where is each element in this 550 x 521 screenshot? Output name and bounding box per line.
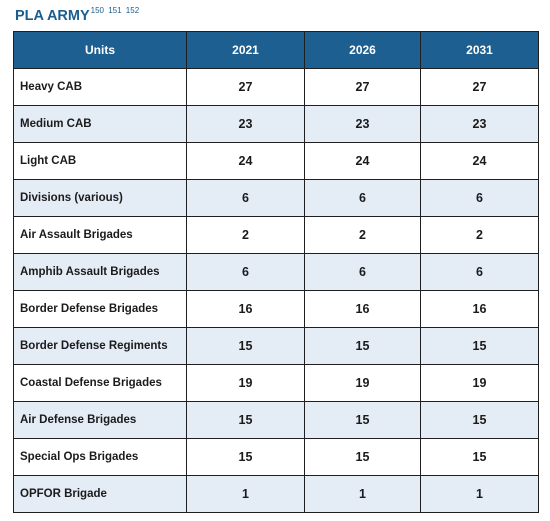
row-label: Light CAB: [13, 142, 187, 180]
cell-value-2031: 19: [420, 364, 539, 402]
table-row: Coastal Defense Brigades 19 19 19: [13, 364, 539, 402]
cell-value-2031: 24: [420, 142, 539, 180]
cell-value-2021: 6: [186, 179, 305, 217]
row-label: Special Ops Brigades: [13, 438, 187, 476]
table-header: Units 2021 2026 2031: [13, 31, 539, 69]
title-text: PLA ARMY: [15, 7, 90, 24]
cell-value-2021: 16: [186, 290, 305, 328]
row-label: Border Defense Brigades: [13, 290, 187, 328]
cell-value-2021: 6: [186, 253, 305, 291]
cell-value-2026: 16: [304, 290, 421, 328]
cell-value-2026: 6: [304, 253, 421, 291]
cell-value-2026: 6: [304, 179, 421, 217]
title-footnote-refs: 150 151 152: [90, 6, 140, 15]
page-title: PLA ARMY150 151 152: [15, 6, 140, 24]
cell-value-2021: 1: [186, 475, 305, 513]
cell-value-2031: 1: [420, 475, 539, 513]
cell-value-2031: 16: [420, 290, 539, 328]
table-row: Light CAB 24 24 24: [13, 142, 539, 180]
cell-value-2021: 15: [186, 401, 305, 439]
cell-value-2031: 23: [420, 105, 539, 143]
table-row: Border Defense Regiments 15 15 15: [13, 327, 539, 365]
table-row: Amphib Assault Brigades 6 6 6: [13, 253, 539, 291]
cell-value-2031: 15: [420, 438, 539, 476]
cell-value-2031: 2: [420, 216, 539, 254]
cell-value-2031: 6: [420, 253, 539, 291]
cell-value-2026: 2: [304, 216, 421, 254]
column-header-units: Units: [13, 31, 187, 69]
cell-value-2031: 15: [420, 327, 539, 365]
table-row: Border Defense Brigades 16 16 16: [13, 290, 539, 328]
cell-value-2026: 23: [304, 105, 421, 143]
pla-army-table: Units 2021 2026 2031 Heavy CAB 27 27 27 Medi…: [13, 31, 539, 513]
cell-value-2026: 15: [304, 401, 421, 439]
cell-value-2021: 15: [186, 327, 305, 365]
row-label: Amphib Assault Brigades: [13, 253, 187, 291]
cell-value-2021: 2: [186, 216, 305, 254]
table-body: Heavy CAB 27 27 27 Medium CAB 23 23 23 Light CAB…: [13, 68, 539, 513]
column-header-2026: 2026: [304, 31, 421, 69]
column-header-2031: 2031: [420, 31, 539, 69]
table-row: Heavy CAB 27 27 27: [13, 68, 539, 106]
row-label: Border Defense Regiments: [13, 327, 187, 365]
cell-value-2026: 27: [304, 68, 421, 106]
row-label: Air Assault Brigades: [13, 216, 187, 254]
cell-value-2031: 27: [420, 68, 539, 106]
cell-value-2021: 27: [186, 68, 305, 106]
cell-value-2021: 24: [186, 142, 305, 180]
cell-value-2021: 15: [186, 438, 305, 476]
cell-value-2021: 19: [186, 364, 305, 402]
table-row: OPFOR Brigade 1 1 1: [13, 475, 539, 513]
table-row: Air Defense Brigades 15 15 15: [13, 401, 539, 439]
row-label: Divisions (various): [13, 179, 187, 217]
cell-value-2021: 23: [186, 105, 305, 143]
row-label: Heavy CAB: [13, 68, 187, 106]
cell-value-2031: 6: [420, 179, 539, 217]
cell-value-2026: 15: [304, 438, 421, 476]
table-row: Special Ops Brigades 15 15 15: [13, 438, 539, 476]
cell-value-2026: 1: [304, 475, 421, 513]
row-label: Air Defense Brigades: [13, 401, 187, 439]
table-row: Divisions (various) 6 6 6: [13, 179, 539, 217]
row-label: OPFOR Brigade: [13, 475, 187, 513]
cell-value-2026: 15: [304, 327, 421, 365]
row-label: Coastal Defense Brigades: [13, 364, 187, 402]
row-label: Medium CAB: [13, 105, 187, 143]
table-row: Air Assault Brigades 2 2 2: [13, 216, 539, 254]
cell-value-2026: 19: [304, 364, 421, 402]
header-row: Units 2021 2026 2031: [13, 31, 539, 69]
cell-value-2031: 15: [420, 401, 539, 439]
cell-value-2026: 24: [304, 142, 421, 180]
table-row: Medium CAB 23 23 23: [13, 105, 539, 143]
column-header-2021: 2021: [186, 31, 305, 69]
